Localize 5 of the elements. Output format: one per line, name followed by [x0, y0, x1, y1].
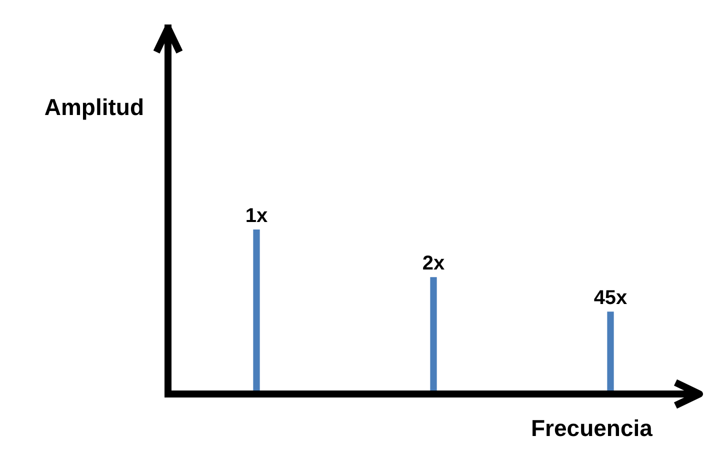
y-axis-title: Amplitud: [44, 94, 144, 121]
annotation: 45x: [594, 286, 628, 309]
text: 1x: [245, 204, 268, 227]
x-axis-title: Frecuencia: [531, 415, 652, 442]
annotation: 2x: [422, 252, 445, 274]
